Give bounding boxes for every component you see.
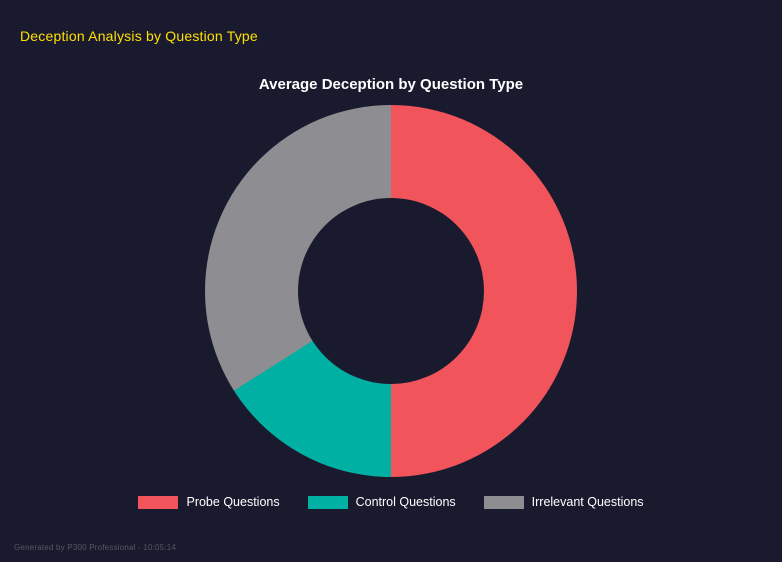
chart-legend: Probe Questions Control Questions Irreleva… [138,495,644,509]
legend-label: Control Questions [355,495,456,509]
footer-caption: Generated by P300 Professional - 10:05:1… [14,543,177,552]
legend-item[interactable]: Probe Questions [138,495,280,509]
legend-label: Probe Questions [186,495,280,509]
page-title: Deception Analysis by Question Type [20,28,258,44]
donut-chart [205,105,577,477]
legend-swatch [138,495,179,509]
chart-card: Average Deception by Question Type Probe… [0,76,782,509]
donut-hole [298,198,484,384]
legend-item[interactable]: Irrelevant Questions [483,495,644,509]
legend-swatch [483,495,524,509]
legend-swatch [307,495,348,509]
legend-label: Irrelevant Questions [531,495,644,509]
legend-item[interactable]: Control Questions [307,495,456,509]
chart-title: Average Deception by Question Type [258,76,524,93]
